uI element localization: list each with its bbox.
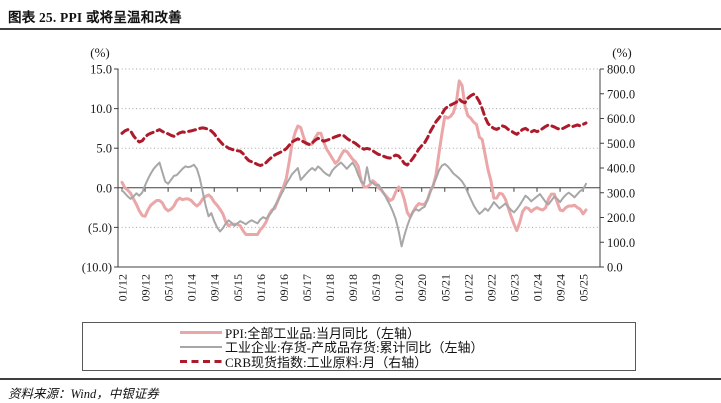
right-axis-tick-label: 400.0 xyxy=(607,162,635,176)
right-axis-tick-label: 300.0 xyxy=(607,186,635,200)
x-axis-tick-label: 05/25 xyxy=(577,274,591,301)
legend-item-crb: CRB现货指数:工业原料:月（右轴） xyxy=(180,354,635,370)
left-axis-tick-label: 15.0 xyxy=(90,63,112,77)
x-axis-tick-label: 05/15 xyxy=(231,274,245,301)
right-axis-tick-label: 800.0 xyxy=(607,63,635,77)
x-axis-tick-label: 09/14 xyxy=(208,274,222,301)
x-axis-tick-label: 01/12 xyxy=(116,274,130,301)
x-axis-tick-label: 09/22 xyxy=(484,274,498,301)
chart-canvas: (%) (%) 15.0 10.0 5.0 0.0 (5.0) (10.0) 800.0 70… xyxy=(82,45,635,302)
x-axis-tick-label: 09/12 xyxy=(139,274,153,301)
crb-line-swatch xyxy=(180,359,222,364)
right-axis-tick-label: 600.0 xyxy=(607,112,635,126)
legend-label-inventory: 工业企业:存货-产成品存货:累计同比（左轴） xyxy=(225,340,484,356)
x-axis-tick-label: 01/18 xyxy=(323,274,337,301)
ppi-line-swatch xyxy=(180,330,222,334)
source-note: 资料来源：Wind，中银证券 xyxy=(8,387,159,401)
x-axis-tick-label: 01/24 xyxy=(531,274,545,301)
page-title: 图表 25. PPI 或将呈温和改善 xyxy=(8,10,182,25)
x-axis-tick-label: 01/14 xyxy=(185,274,199,301)
legend-label-ppi: PPI:全部工业品:当月同比（左轴） xyxy=(225,325,421,341)
inventory-line-swatch xyxy=(180,345,222,348)
x-axis-tick-label: 05/21 xyxy=(438,274,452,301)
right-axis-unit-label: (%) xyxy=(612,45,632,60)
x-axis-tick-label: 05/13 xyxy=(162,274,176,301)
plot-area: 15.0 10.0 5.0 0.0 (5.0) (10.0) 800.0 700.0 600.0… xyxy=(82,63,635,302)
x-axis-tick-label: 01/20 xyxy=(392,274,406,301)
x-axis-tick-label: 01/16 xyxy=(254,274,268,301)
legend-item-ppi: PPI:全部工业品:当月同比（左轴） xyxy=(180,325,635,341)
title-divider xyxy=(0,28,721,30)
source-divider xyxy=(0,378,721,380)
left-axis-tick-label: 10.0 xyxy=(90,102,112,116)
right-axis-tick-label: 100.0 xyxy=(607,236,635,250)
x-axis-tick-label: 09/16 xyxy=(277,274,291,301)
left-axis-unit-label: (%) xyxy=(90,45,110,60)
right-axis-tick-label: 700.0 xyxy=(607,87,635,101)
x-axis-tick-label: 09/20 xyxy=(415,274,429,301)
right-axis-tick-label: 500.0 xyxy=(607,137,635,151)
left-axis-tick-label: (10.0) xyxy=(82,261,112,275)
right-axis-tick-label: 200.0 xyxy=(607,211,635,225)
legend-label-crb: CRB现货指数:工业原料:月（右轴） xyxy=(225,354,428,370)
x-axis-tick-label: 09/18 xyxy=(346,274,360,301)
right-axis-tick-label: 0.0 xyxy=(607,261,623,275)
x-axis-tick-label: 09/24 xyxy=(554,274,568,301)
x-axis-tick-label: 05/19 xyxy=(369,274,383,301)
left-axis-tick-label: 0.0 xyxy=(96,181,112,195)
x-axis-tick-label: 01/22 xyxy=(461,274,475,301)
x-axis-tick-label: 05/17 xyxy=(300,274,314,301)
left-axis-tick-label: 5.0 xyxy=(96,142,112,156)
legend-item-inventory: 工业企业:存货-产成品存货:累计同比（左轴） xyxy=(180,340,635,355)
chart-legend: PPI:全部工业品:当月同比（左轴） 工业企业:存货-产成品存货:累计同比（左轴… xyxy=(82,322,636,371)
x-axis-tick-label: 05/23 xyxy=(507,274,521,301)
series-line-0 xyxy=(120,79,588,236)
series-line-2 xyxy=(120,92,588,167)
left-axis-tick-label: (5.0) xyxy=(88,221,112,235)
series-line-1 xyxy=(121,161,587,248)
